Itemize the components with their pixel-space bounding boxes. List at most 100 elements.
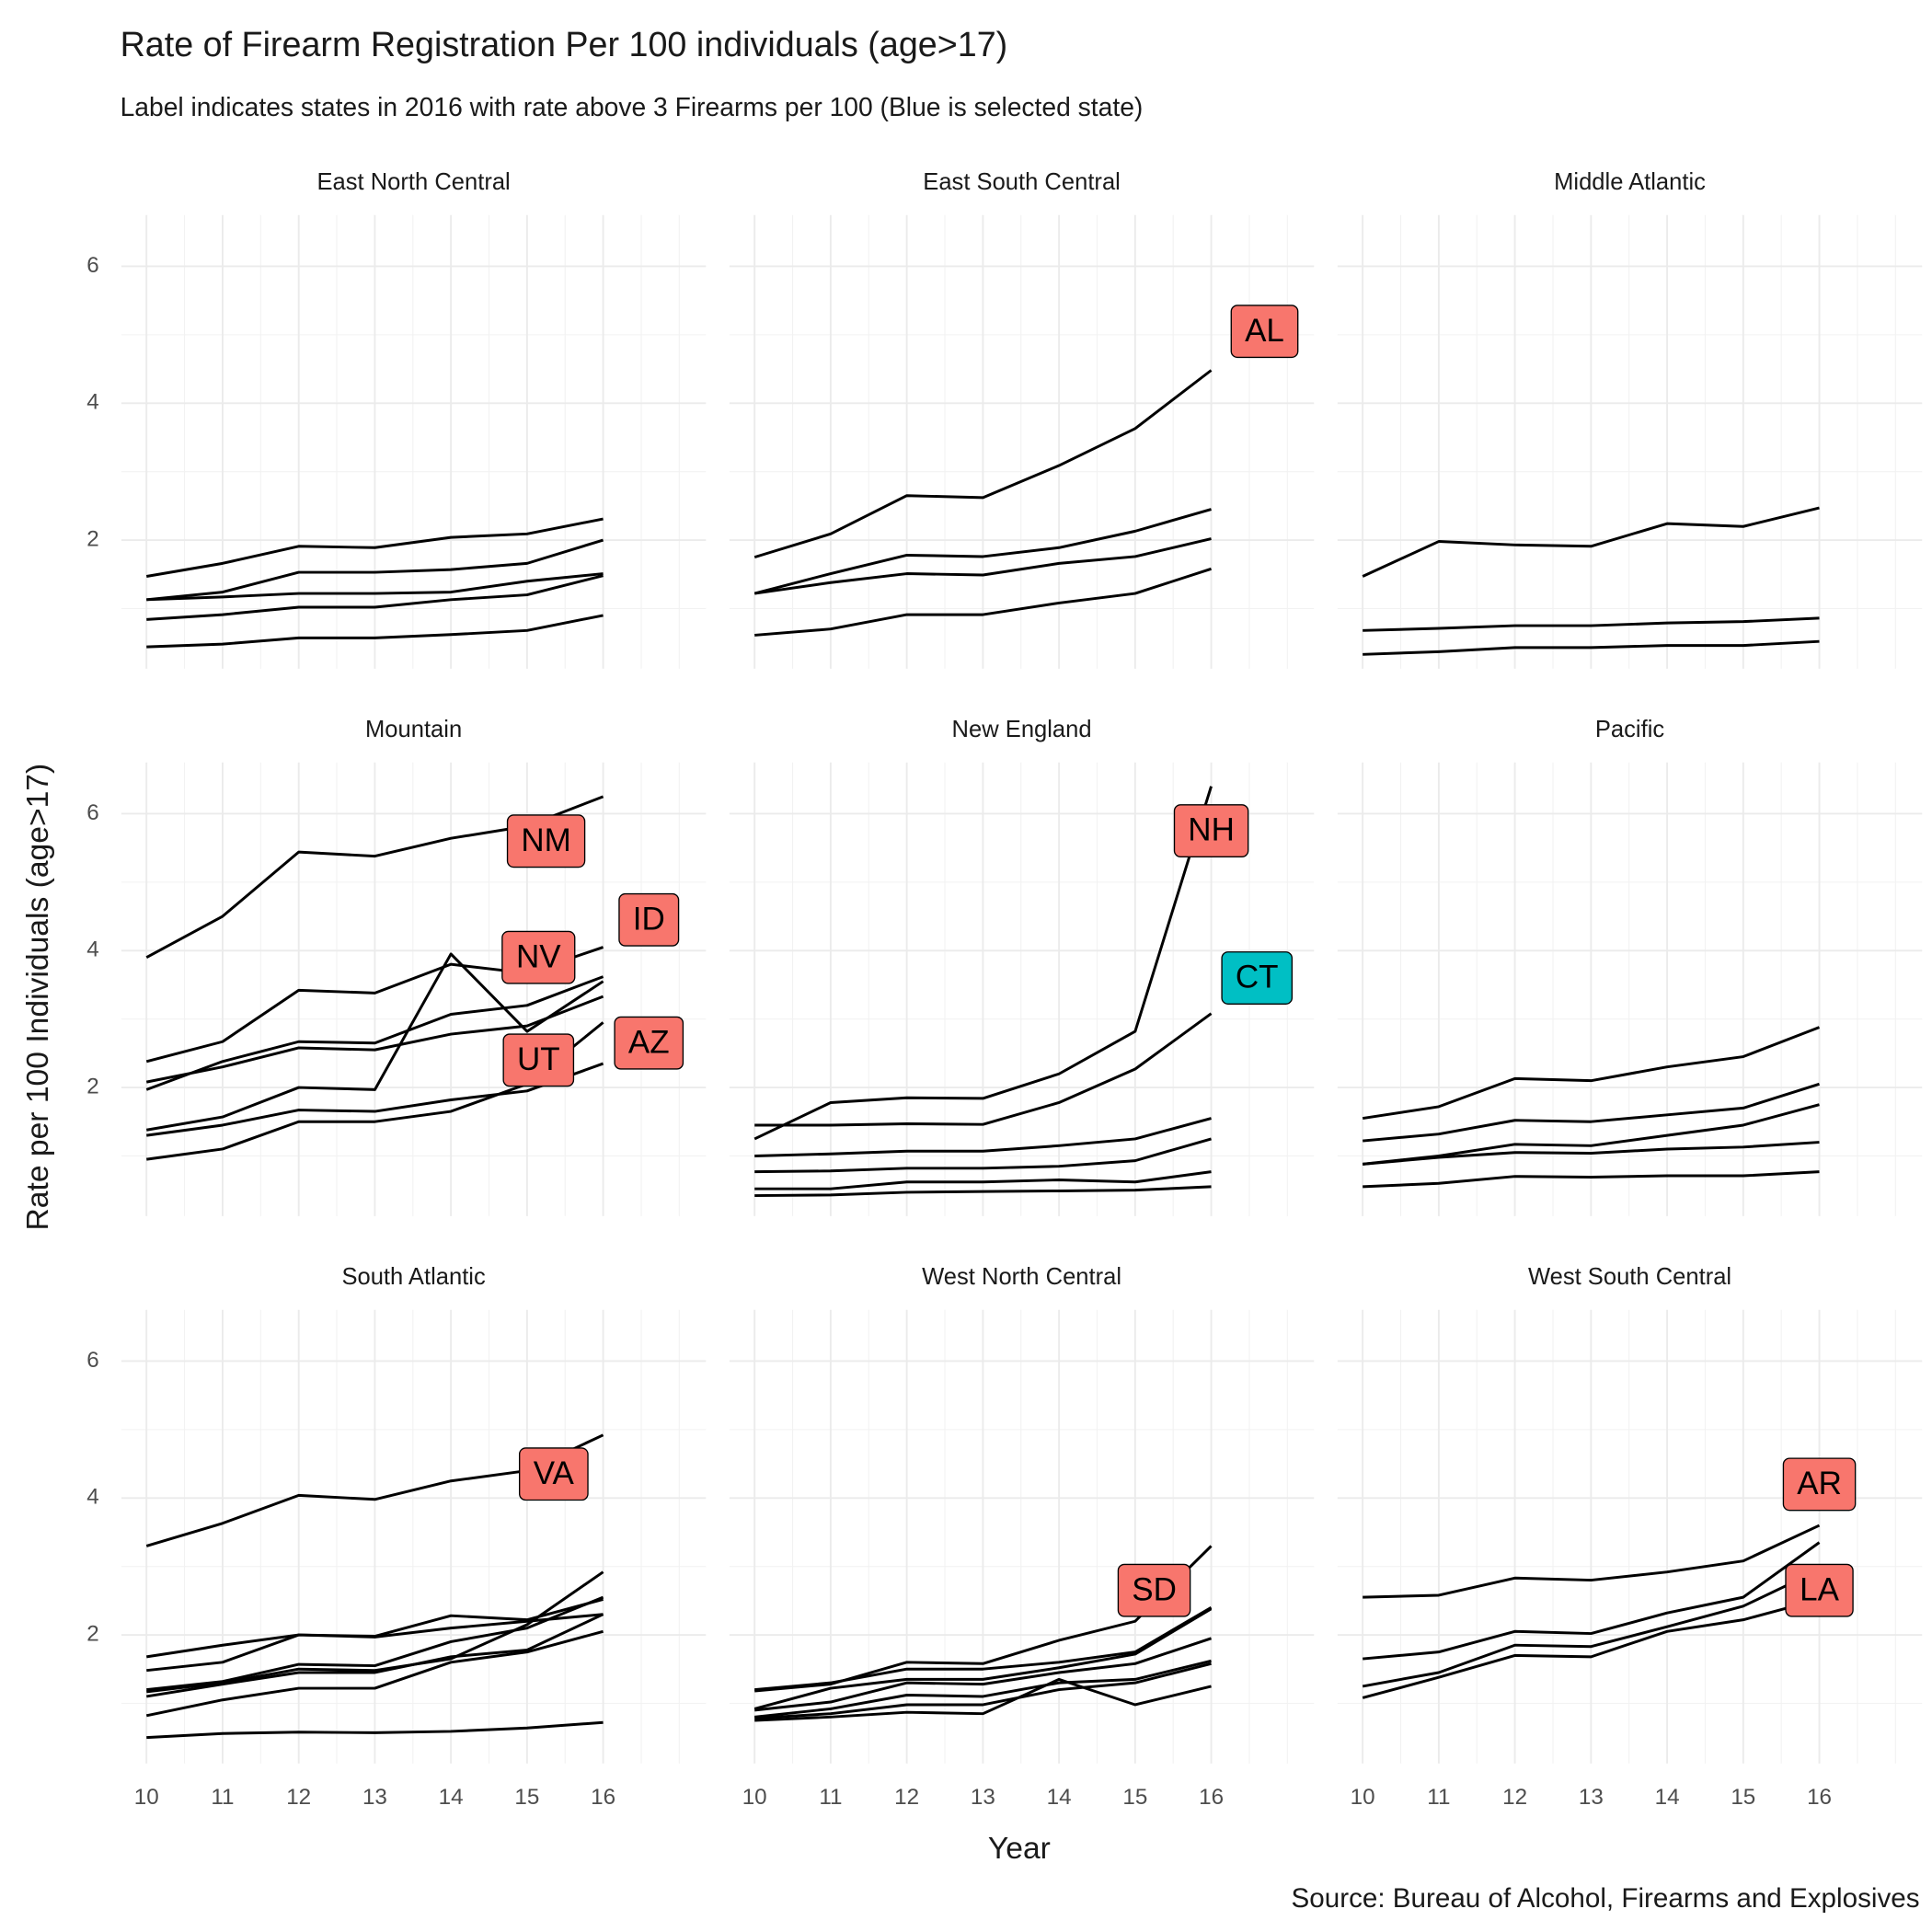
state-label: AZ — [614, 1016, 684, 1070]
series-line — [146, 1720, 604, 1740]
x-tick-label: 15 — [514, 1785, 539, 1810]
x-axis-label: Year — [988, 1832, 1051, 1866]
series-line — [146, 517, 604, 578]
x-tick-label: 11 — [211, 1785, 234, 1810]
state-label-text: NV — [516, 938, 561, 974]
series-line — [754, 1117, 1212, 1157]
facet-title: Middle Atlantic — [1554, 169, 1706, 195]
y-tick-label: 6 — [86, 253, 98, 278]
series-line — [1363, 1541, 1821, 1661]
series-line — [753, 786, 1213, 1141]
state-label-box — [518, 1447, 589, 1501]
facet-title: East South Central — [923, 169, 1121, 195]
x-tick-label: 10 — [1351, 1785, 1375, 1810]
state-label-box — [618, 892, 680, 947]
state-label: NV — [501, 930, 576, 984]
y-tick-label: 6 — [86, 1348, 98, 1373]
state-label-box — [1173, 804, 1249, 858]
series-line — [146, 1062, 604, 1137]
series-line — [754, 1012, 1213, 1127]
series-line — [146, 1613, 604, 1673]
x-tick-label: 10 — [742, 1785, 767, 1810]
x-tick-label: 15 — [1122, 1785, 1147, 1810]
state-label-text: LA — [1800, 1571, 1839, 1607]
caption: Source: Bureau of Alcohol, Firearms and … — [1292, 1883, 1920, 1914]
x-tick-label: 14 — [439, 1785, 464, 1810]
state-label-text: ID — [633, 901, 665, 937]
series-line — [1362, 1597, 1820, 1699]
series-line — [1362, 1569, 1821, 1688]
state-label-box — [1782, 1457, 1857, 1512]
series-line — [1363, 616, 1820, 632]
x-tick-label: 12 — [286, 1785, 311, 1810]
series-line — [146, 572, 604, 602]
x-tick-label: 13 — [1579, 1785, 1604, 1810]
series-line — [754, 1637, 1213, 1712]
y-tick-label: 4 — [86, 1485, 98, 1510]
state-label: CT — [1221, 951, 1294, 1005]
state-label: AR — [1782, 1457, 1857, 1512]
x-tick-label: 11 — [1427, 1785, 1450, 1810]
series-line — [146, 1613, 604, 1698]
state-label-text: NM — [521, 822, 570, 858]
series-line — [754, 1662, 1212, 1720]
series-line — [1363, 1141, 1820, 1166]
series-line — [754, 567, 1212, 637]
series-line — [1363, 1170, 1820, 1189]
state-label-box — [614, 1016, 684, 1070]
series-line — [145, 1629, 604, 1718]
series-line — [1362, 506, 1820, 578]
x-tick-label: 13 — [362, 1785, 387, 1810]
state-label-text: AZ — [628, 1024, 670, 1060]
series-line — [145, 975, 604, 1091]
state-label-text: AR — [1797, 1466, 1842, 1501]
state-label-box — [1221, 951, 1294, 1005]
facet-title: Mountain — [365, 717, 462, 742]
state-label: SD — [1117, 1563, 1191, 1617]
state-label: LA — [1785, 1563, 1854, 1617]
state-label: VA — [518, 1447, 589, 1501]
x-tick-label: 14 — [1655, 1785, 1680, 1810]
state-label: AL — [1230, 305, 1299, 359]
state-label-text: CT — [1236, 960, 1279, 995]
series-line — [1363, 639, 1820, 656]
chart-title: Rate of Firearm Registration Per 100 ind… — [121, 25, 1008, 63]
series-line — [146, 952, 604, 1132]
series-line — [753, 369, 1213, 559]
state-label-box — [501, 930, 576, 984]
x-tick-label: 16 — [591, 1785, 615, 1810]
series-line — [1363, 1524, 1821, 1599]
facet-title: Pacific — [1595, 717, 1665, 742]
series-line — [1362, 1026, 1821, 1121]
series-line — [754, 1677, 1212, 1722]
state-label-text: NH — [1188, 812, 1235, 848]
y-tick-label: 6 — [86, 800, 98, 825]
facet-title: East North Central — [316, 169, 510, 195]
series-line — [754, 1137, 1212, 1174]
state-label-box — [502, 1033, 575, 1087]
y-tick-label: 2 — [86, 1074, 98, 1098]
series-line — [753, 1607, 1213, 1710]
x-tick-label: 16 — [1807, 1785, 1832, 1810]
facet-title: South Atlantic — [341, 1264, 486, 1290]
x-tick-label: 16 — [1199, 1785, 1224, 1810]
series-line — [754, 1606, 1213, 1692]
chart-subtitle: Label indicates states in 2016 with rate… — [121, 92, 1144, 121]
series-line — [146, 614, 604, 649]
series-line — [146, 538, 604, 602]
series-line — [1363, 1082, 1820, 1143]
state-label-text: SD — [1132, 1571, 1177, 1607]
state-label-text: VA — [534, 1455, 575, 1491]
y-tick-label: 4 — [86, 390, 98, 415]
state-label: NH — [1173, 804, 1249, 858]
y-tick-label: 2 — [86, 526, 98, 551]
x-tick-label: 14 — [1047, 1785, 1072, 1810]
state-label-box — [1117, 1563, 1191, 1617]
state-label-box — [506, 814, 586, 868]
series-line — [754, 537, 1212, 595]
y-tick-label: 4 — [86, 937, 98, 962]
x-tick-label: 12 — [1502, 1785, 1527, 1810]
state-label: NM — [506, 814, 586, 868]
state-label-box — [1785, 1563, 1854, 1617]
